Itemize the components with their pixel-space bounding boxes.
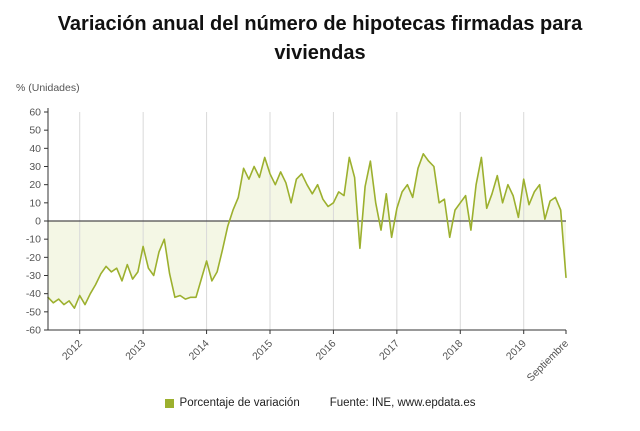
svg-text:2012: 2012 xyxy=(60,338,85,363)
svg-text:2019: 2019 xyxy=(504,338,529,363)
svg-text:30: 30 xyxy=(29,161,41,173)
svg-text:-50: -50 xyxy=(26,306,41,318)
legend-swatch-icon xyxy=(164,398,174,408)
svg-text:60: 60 xyxy=(29,107,41,119)
svg-text:-60: -60 xyxy=(26,325,41,337)
svg-text:2016: 2016 xyxy=(314,338,339,363)
svg-text:Septiembre: Septiembre xyxy=(525,338,572,385)
svg-text:0: 0 xyxy=(35,216,41,228)
svg-text:-40: -40 xyxy=(26,288,41,300)
y-axis: 60 50 40 30 20 10 0 -10 -20 -30 -40 -50 -60 xyxy=(26,107,48,337)
svg-text:2015: 2015 xyxy=(250,338,275,363)
svg-text:20: 20 xyxy=(29,179,41,191)
svg-text:2017: 2017 xyxy=(377,338,402,363)
source-attribution: Fuente: INE, www.epdata.es xyxy=(329,397,476,409)
series-area xyxy=(48,153,566,309)
svg-text:2013: 2013 xyxy=(123,338,148,363)
legend: Porcentaje de variación Fuente: INE, www… xyxy=(0,397,640,409)
legend-item[interactable]: Porcentaje de variación xyxy=(164,397,300,409)
svg-text:-10: -10 xyxy=(26,234,41,246)
svg-text:-20: -20 xyxy=(26,252,41,264)
page-title: Variación anual del número de hipotecas … xyxy=(57,13,583,64)
svg-text:50: 50 xyxy=(29,125,41,137)
svg-text:10: 10 xyxy=(29,197,41,209)
svg-text:40: 40 xyxy=(29,143,41,155)
legend-label: Porcentaje de variación xyxy=(179,397,300,409)
x-axis: 2012 2013 2014 2015 2016 2017 2018 2019Septiemb… xyxy=(60,112,571,384)
svg-text:-30: -30 xyxy=(26,270,41,282)
series-line xyxy=(47,152,567,309)
svg-text:2014: 2014 xyxy=(187,338,212,363)
svg-text:2018: 2018 xyxy=(440,338,465,363)
mortgage-variation-line-chart: 2012 2013 2014 2015 2016 2017 2018 2019Septiemb… xyxy=(26,107,571,385)
y-axis-title: % (Unidades) xyxy=(16,82,80,94)
